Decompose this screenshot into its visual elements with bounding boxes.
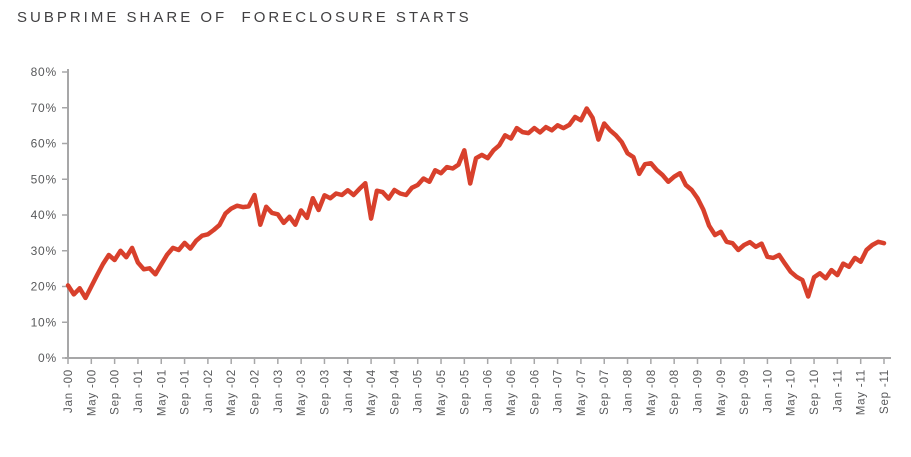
x-tick-label: May -10	[786, 369, 798, 416]
x-tick-label: Sep -02	[250, 369, 262, 415]
y-tick-label: 30%	[31, 244, 57, 258]
x-tick-label: May -04	[366, 369, 378, 416]
x-tick-label: Jan -05	[413, 369, 425, 413]
y-tick-label: 10%	[31, 315, 57, 329]
x-tick-label: Sep -03	[319, 369, 331, 415]
x-tick-label: Sep -05	[459, 369, 471, 415]
y-tick-label: 0%	[38, 351, 57, 365]
x-tick-label: Jan -09	[692, 369, 704, 413]
x-tick-label: Sep -01	[180, 369, 192, 415]
x-tick-label: Sep -07	[599, 369, 611, 415]
x-tick-label: May -07	[576, 369, 588, 416]
x-tick-label: Sep -10	[809, 369, 821, 415]
y-tick-label: 20%	[31, 280, 57, 294]
x-tick-label: Sep -08	[669, 369, 681, 415]
x-tick-label: May -03	[296, 369, 308, 416]
x-tick-label: Jan -08	[623, 369, 635, 413]
y-tick-label: 50%	[31, 172, 57, 186]
x-tick-label: Sep -09	[739, 369, 751, 415]
x-tick-label: Sep -11	[879, 369, 891, 414]
x-tick-label: May -02	[226, 369, 238, 416]
chart-title: SUBPRIME SHARE OF FORECLOSURE STARTS	[17, 9, 472, 26]
x-tick-label: Sep -00	[110, 369, 122, 415]
x-tick-label: Jan -06	[483, 369, 495, 413]
x-tick-label: Jan -11	[832, 369, 844, 412]
x-tick-label: Jan -03	[273, 369, 285, 413]
x-tick-label: Sep -04	[389, 369, 401, 415]
x-tick-label: Jan -00	[63, 369, 75, 413]
x-tick-label: Jan -07	[553, 369, 565, 413]
y-tick-label: 60%	[31, 137, 57, 151]
x-tick-label: May -00	[86, 369, 98, 416]
x-tick-label: Jan -10	[762, 369, 774, 413]
y-tick-label: 40%	[31, 208, 57, 222]
x-tick-label: Jan -04	[343, 369, 355, 413]
x-tick-label: May -06	[506, 369, 518, 416]
data-line	[65, 106, 887, 301]
x-tick-label: May -01	[156, 369, 168, 416]
x-tick-label: Jan -01	[133, 369, 145, 413]
x-tick-label: May -08	[646, 369, 658, 416]
x-tick-label: Jan -02	[203, 369, 215, 413]
x-tick-label: May -09	[716, 369, 728, 416]
x-tick-label: Sep -06	[529, 369, 541, 415]
y-tick-label: 80%	[31, 65, 57, 79]
x-tick-label: May -05	[436, 369, 448, 416]
x-tick-label: May -11	[856, 369, 868, 415]
y-tick-label: 70%	[31, 101, 57, 115]
